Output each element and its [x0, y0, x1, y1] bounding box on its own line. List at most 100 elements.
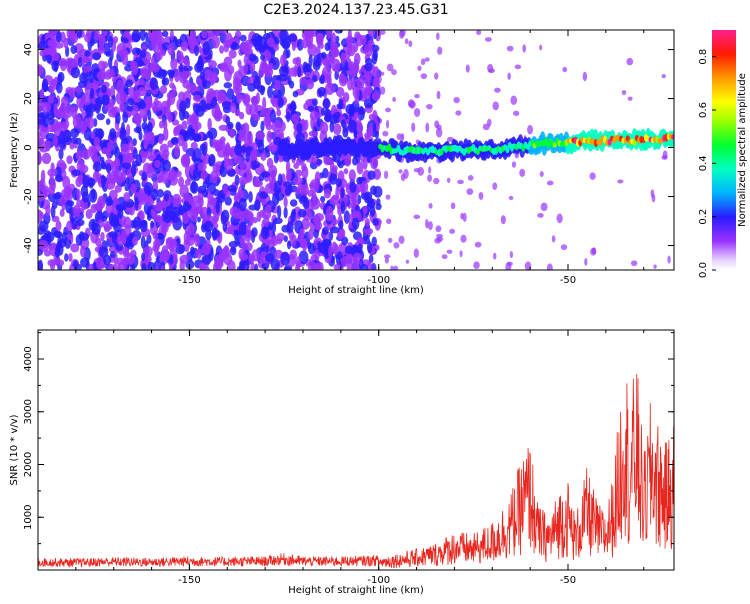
heatmap-cell [53, 103, 58, 117]
heatmap-cell [316, 30, 326, 34]
heatmap-cell [55, 220, 62, 232]
colorbar-tick-label: 0.6 [698, 102, 709, 118]
heatmap-cell [233, 155, 243, 165]
heatmap-cell [153, 42, 163, 56]
heatmap-cell [286, 111, 291, 123]
heatmap-cell [488, 68, 496, 74]
heatmap-cell [160, 100, 170, 114]
heatmap-cell [350, 77, 356, 91]
heatmap-cell [66, 155, 73, 165]
heatmap-cell [84, 50, 91, 57]
heatmap-cell [392, 265, 399, 270]
heatmap-cell [132, 236, 138, 246]
heatmap-cell [446, 249, 453, 254]
heatmap-cell [205, 229, 212, 240]
heatmap-cell [101, 215, 108, 222]
spectrogram-panel: -150 -100 -50 -40 -20 0 20 40 Height of straigh… [9, 29, 675, 296]
heatmap-cell [85, 105, 91, 116]
heatmap-cell [260, 226, 270, 240]
heatmap-cell [344, 245, 354, 255]
heatmap-cell [171, 193, 182, 208]
heatmap-cell [161, 30, 169, 37]
heatmap-cell [298, 227, 304, 241]
heatmap-cell [494, 87, 501, 93]
heatmap-cell [196, 216, 201, 223]
heatmap-cell [234, 143, 243, 156]
heatmap-cell [144, 150, 153, 160]
heatmap-cell [253, 180, 263, 188]
heatmap-cell [319, 242, 328, 254]
heatmap-cell [630, 260, 638, 267]
heatmap-cell [178, 71, 185, 84]
heatmap-cell [109, 128, 117, 138]
heatmap-cell [208, 60, 217, 69]
heatmap-cell [101, 147, 109, 155]
heatmap-cell [81, 56, 86, 68]
heatmap-cell [131, 164, 137, 177]
heatmap-cell [219, 45, 225, 54]
heatmap-cell [106, 162, 112, 174]
heatmap-cell [233, 212, 243, 220]
heatmap-cell [279, 30, 289, 43]
heatmap-cell [114, 184, 122, 193]
heatmap-cell [493, 252, 497, 260]
heatmap-cell [162, 120, 168, 130]
heatmap-cell [492, 182, 498, 190]
heatmap-cell [65, 57, 75, 67]
heatmap-cell [146, 95, 152, 108]
heatmap-cell [428, 202, 433, 209]
heatmap-cell [265, 203, 272, 214]
heatmap-cell [121, 246, 130, 254]
heatmap-cell [486, 118, 492, 127]
heatmap-cell [513, 110, 520, 116]
heatmap-cell [224, 32, 233, 47]
heatmap-cell [280, 251, 290, 266]
heatmap-cell [435, 127, 443, 138]
heatmap-cell [80, 123, 88, 132]
heatmap-cell [365, 80, 371, 93]
heatmap-cell [167, 43, 175, 56]
heatmap-cell [434, 72, 439, 80]
heatmap-cell [254, 263, 259, 270]
heatmap-cell [56, 259, 65, 267]
heatmap-cell [180, 40, 189, 52]
heatmap-cell [98, 34, 105, 48]
heatmap-cell [370, 155, 379, 170]
heatmap-cell [350, 67, 357, 78]
heatmap-cell [107, 141, 114, 152]
snr-series-line [38, 374, 674, 569]
heatmap-cell [279, 54, 287, 67]
heatmap-cell [111, 233, 116, 244]
heatmap-cell [248, 253, 255, 264]
heatmap-cell [311, 191, 317, 200]
heatmap-cell [329, 195, 339, 206]
heatmap-cell [261, 171, 270, 178]
colorbar-ticks: 0.0 0.2 0.4 0.6 0.8 [698, 49, 716, 278]
heatmap-cell [268, 62, 274, 71]
heatmap-cell [224, 196, 232, 206]
heatmap-cell [180, 154, 191, 168]
heatmap-cell [182, 201, 190, 212]
heatmap-cell [159, 157, 165, 169]
heatmap-cell [142, 193, 147, 203]
heatmap-cell [121, 153, 132, 167]
heatmap-cell [177, 50, 184, 61]
heatmap-cell [560, 244, 568, 251]
heatmap-cell [131, 61, 139, 76]
heatmap-cell [509, 250, 514, 259]
y-tick-label: 4000 [23, 346, 34, 371]
heatmap-cell [537, 212, 544, 218]
heatmap-cell [75, 137, 82, 145]
heatmap-cell [396, 133, 403, 141]
heatmap-cell [352, 156, 359, 166]
heatmap-cell [269, 144, 280, 151]
heatmap-cell [97, 195, 106, 209]
heatmap-cell [239, 129, 248, 140]
colorbar: 0.0 0.2 0.4 0.6 0.8 Normalized spectral ampl… [698, 30, 748, 278]
heatmap-cell [144, 32, 149, 39]
heatmap-cell [314, 249, 320, 262]
heatmap-cell [106, 195, 113, 206]
heatmap-cell [332, 123, 342, 136]
heatmap-cell [158, 134, 164, 145]
heatmap-cell [116, 235, 127, 246]
